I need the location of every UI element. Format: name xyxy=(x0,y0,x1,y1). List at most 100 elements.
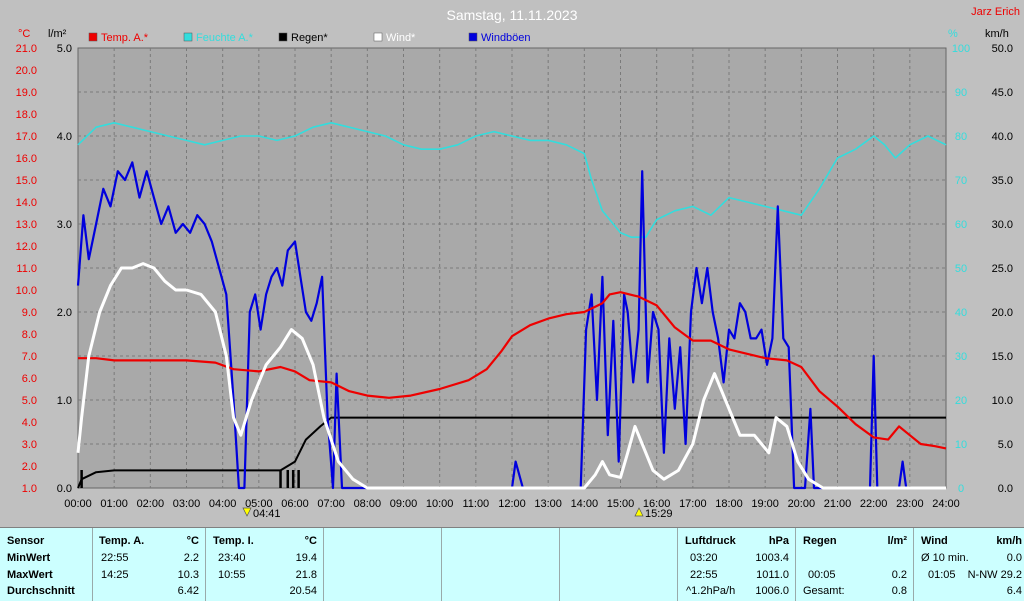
y-tick-label: 1.0 xyxy=(57,395,72,407)
rain-total-label: Gesamt: xyxy=(803,585,845,597)
temp-i-max-time: 10:55 xyxy=(218,569,246,581)
x-tick-label: 11:00 xyxy=(462,498,489,510)
x-tick-label: 24:00 xyxy=(932,498,960,510)
temp-a-min-value: 2.2 xyxy=(183,552,199,564)
row-label-max: MaxWert xyxy=(7,569,53,581)
pressure-max-time: 22:55 xyxy=(690,569,718,581)
y-tick-label: 30.0 xyxy=(992,219,1013,231)
rain-max-value: 0.2 xyxy=(891,569,907,581)
y-tick-label: 4.0 xyxy=(22,417,37,429)
y-tick-label: 16.0 xyxy=(16,153,37,165)
y-tick-label: 7.0 xyxy=(22,351,37,363)
y-tick-label: 20 xyxy=(955,395,967,407)
y-tick-label: 2.0 xyxy=(22,461,37,473)
series-line-temp-a xyxy=(78,291,947,450)
unit-rain: l/m² xyxy=(48,28,67,40)
y-tick-label: 60 xyxy=(955,219,967,231)
x-tick-label: 08:00 xyxy=(354,498,382,510)
pressure-header: Luftdruck xyxy=(685,535,736,547)
x-tick-label: 15:00 xyxy=(607,498,635,510)
chart-title: Samstag, 11.11.2023 xyxy=(446,7,577,23)
temp-i-max-value: 21.8 xyxy=(295,569,317,581)
y-tick-label: 1.0 xyxy=(22,483,37,495)
legend-label: Temp. A.* xyxy=(101,32,149,44)
col-rain: Regen l/m² 00:05 0.2 Gesamt: 0.8 xyxy=(795,528,913,601)
y-tick-label: 45.0 xyxy=(992,87,1013,99)
y-tick-label: 5.0 xyxy=(22,395,37,407)
series-layer xyxy=(76,122,947,490)
sunset-marker: 15:29 xyxy=(634,507,673,520)
y-tick-label: 30 xyxy=(955,351,967,363)
pressure-min-time: 03:20 xyxy=(690,552,718,564)
temp-a-min-time: 22:55 xyxy=(101,552,129,564)
x-tick-label: 07:00 xyxy=(317,498,345,510)
wind-max-time: 01:05 xyxy=(928,569,956,581)
x-tick-label: 09:00 xyxy=(390,498,418,510)
temp-i-unit: °C xyxy=(304,535,317,547)
series-line-regen xyxy=(77,416,946,489)
legend-swatch xyxy=(468,32,478,42)
unit-temperature: °C xyxy=(18,28,30,40)
y-tick-label: 90 xyxy=(955,87,967,99)
wind-avg10-value: 0.0 xyxy=(1006,552,1022,564)
y-tick-label: 10.0 xyxy=(992,395,1013,407)
y-tick-label: 15.0 xyxy=(992,351,1013,363)
y-tick-label: 15.0 xyxy=(16,175,37,187)
col-temp-a: Temp. A. °C 22:55 2.2 14:25 10.3 6.42 xyxy=(92,528,205,601)
sensor-header: Sensor xyxy=(7,535,45,547)
temp-a-max-time: 14:25 xyxy=(101,569,129,581)
x-tick-label: 00:00 xyxy=(64,498,92,510)
y-tick-label: 2.0 xyxy=(57,307,72,319)
y-tick-label: 0 xyxy=(958,483,964,495)
y-tick-label: 10 xyxy=(955,439,967,451)
y-tick-label: 25.0 xyxy=(992,263,1013,275)
sunrise-icon xyxy=(242,507,252,517)
x-tick-label: 13:00 xyxy=(534,498,562,510)
y-tick-label: 17.0 xyxy=(16,131,37,143)
x-tick-label: 16:00 xyxy=(643,498,671,510)
temp-i-min-time: 23:40 xyxy=(218,552,246,564)
y-tick-label: 100 xyxy=(952,43,970,55)
weather-chart: Samstag, 11.11.2023 Jarz Erich °C l/m² %… xyxy=(15,6,1020,520)
x-tick-label: 17:00 xyxy=(679,498,707,510)
col-empty-1 xyxy=(323,528,441,601)
y-tick-label: 20.0 xyxy=(16,65,37,77)
legend-label: Feuchte A.* xyxy=(196,32,254,44)
y-axis-wind: 0.0 5.0 10.0 15.0 20.0 25.0 30.0 35.0 40.0 45.0 50… xyxy=(992,43,1013,495)
wind-avg-value: 6.4 xyxy=(1006,585,1022,597)
rain-total-value: 0.8 xyxy=(891,585,907,597)
y-tick-label: 40.0 xyxy=(992,131,1013,143)
wind-max-value: N-NW 29.2 xyxy=(967,569,1022,581)
y-tick-label: 3.0 xyxy=(22,439,37,451)
y-tick-label: 21.0 xyxy=(16,43,37,55)
col-pressure: Luftdruck hPa 03:20 1003.4 22:55 1011.0 … xyxy=(677,528,795,601)
author-label: Jarz Erich xyxy=(971,6,1020,18)
x-tick-label: 20:00 xyxy=(788,498,816,510)
y-tick-label: 50.0 xyxy=(992,43,1013,55)
x-tick-label: 14:00 xyxy=(571,498,599,510)
y-tick-label: 19.0 xyxy=(16,87,37,99)
x-tick-label: 12:00 xyxy=(498,498,526,510)
x-tick-label: 03:00 xyxy=(173,498,201,510)
y-tick-label: 50 xyxy=(955,263,967,275)
sunrise-marker: 04:41 xyxy=(242,507,281,520)
col-empty-3 xyxy=(559,528,677,601)
wind-avg10-label: Ø 10 min. xyxy=(921,552,969,564)
pressure-avg-value: 1006.0 xyxy=(755,585,789,597)
y-tick-label: 10.0 xyxy=(16,285,37,297)
y-tick-label: 18.0 xyxy=(16,109,37,121)
y-tick-label: 0.0 xyxy=(998,483,1013,495)
y-tick-label: 14.0 xyxy=(16,197,37,209)
legend-label: Regen* xyxy=(291,32,328,44)
legend: Temp. A.* Feuchte A.* Regen* Wind* Windböen xyxy=(88,32,531,44)
x-tick-label: 10:00 xyxy=(426,498,454,510)
summary-table: Sensor MinWert MaxWert Durchschnitt Temp… xyxy=(0,527,1024,601)
x-axis: 00:00 01:00 02:00 03:00 04:00 05:00 06:00 07:00… xyxy=(64,498,960,510)
y-tick-label: 13.0 xyxy=(16,219,37,231)
legend-swatch xyxy=(183,32,193,42)
pressure-min-value: 1003.4 xyxy=(755,552,789,564)
col-wind: Wind km/h Ø 10 min. 0.0 01:05 N-NW 29.2 … xyxy=(913,528,1024,601)
rain-max-time: 00:05 xyxy=(808,569,836,581)
temp-a-unit: °C xyxy=(186,535,199,547)
y-tick-label: 35.0 xyxy=(992,175,1013,187)
